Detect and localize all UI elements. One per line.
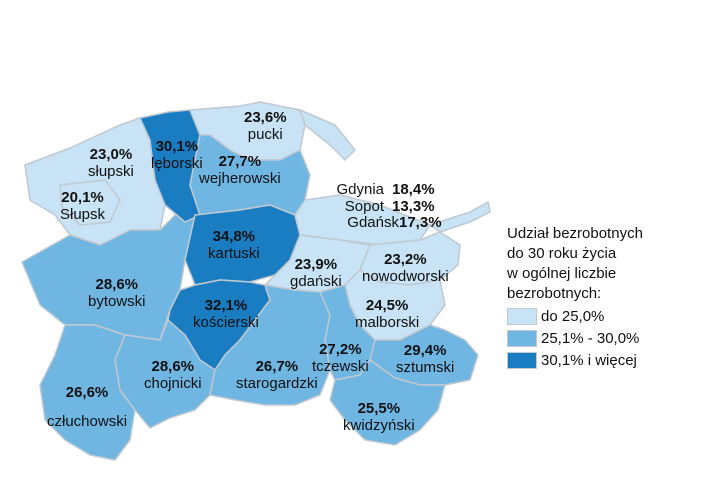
name: gdański [290, 273, 342, 290]
value: 34,8% [212, 228, 256, 245]
legend-title-line: w ogólnej liczbie [507, 265, 617, 282]
label-koscierski: 32,1% kościerski [193, 297, 259, 331]
value: 32,1% [204, 297, 248, 314]
legend-item-low: do 25,0% [507, 306, 707, 326]
value: 27,7% [218, 153, 262, 170]
city-value: 18,4% [392, 181, 435, 198]
name: chojnicki [144, 375, 202, 392]
value: 23,9% [294, 256, 338, 273]
value: 30,1% [155, 138, 199, 155]
region-chojnicki [114, 319, 216, 429]
value: 25,5% [357, 400, 401, 417]
label-gdanski: 23,9% gdański [290, 256, 342, 290]
label-leborski: 30,1% lęborski [151, 138, 203, 172]
value: 26,7% [255, 358, 299, 375]
label-wejherowski: 27,7% wejherowski [199, 153, 281, 187]
value: 28,6% [95, 276, 139, 293]
name: pucki [247, 126, 283, 143]
region-slupsk [59, 179, 121, 226]
label-slupsk: 20,1% Słupsk [60, 189, 105, 223]
name: człuchowski [47, 413, 128, 430]
city-value: 17,3% [399, 214, 442, 231]
name: lęborski [151, 155, 203, 172]
name: bytowski [88, 293, 146, 310]
label-tczewski: 27,2% tczewski [312, 341, 369, 375]
city-gdansk: Gdańsk17,3% [322, 214, 442, 231]
city-value: 13,3% [392, 198, 435, 215]
value: 24,5% [365, 297, 409, 314]
legend-title-line: bezrobotnych: [507, 285, 602, 302]
legend-swatch-high [507, 351, 537, 369]
city-name: Gdańsk [347, 214, 399, 231]
value: 27,2% [319, 341, 362, 358]
label-malborski: 24,5% malborski [355, 297, 419, 331]
label-kartuski: 34,8% kartuski [208, 228, 260, 262]
name: starogardzki [236, 375, 318, 392]
name: kartuski [208, 245, 260, 262]
legend-swatch-mid [507, 329, 537, 347]
name: malborski [355, 314, 420, 331]
value: 23,2% [384, 251, 427, 268]
label-sztumski: 29,4% sztumski [396, 342, 454, 376]
name: Słupsk [60, 206, 106, 223]
legend-title-line: Udział bezrobotnych [507, 225, 643, 242]
name: nowodworski [362, 268, 449, 285]
label-chojnicki: 28,6% chojnicki [144, 358, 202, 392]
name: słupski [88, 163, 134, 180]
legend-swatch-low [507, 307, 537, 325]
label-bytowski: 28,6% bytowski [88, 276, 146, 310]
label-pucki: 23,6% pucki [244, 109, 287, 143]
value: 23,6% [244, 109, 287, 126]
legend-label: 30,1% i więcej [541, 351, 637, 369]
label-slupski: 23,0% słupski [88, 146, 134, 180]
value: 20,1% [61, 189, 104, 206]
name: kwidzyński [343, 417, 415, 434]
value: 29,4% [403, 342, 447, 359]
city-name: Sopot [344, 198, 384, 215]
legend: Udział bezrobotnych do 30 roku życia w o… [507, 224, 707, 370]
region-starogardzki [209, 284, 331, 406]
name: wejherowski [199, 170, 281, 187]
legend-item-mid: 25,1% - 30,0% [507, 328, 707, 348]
city-gdynia: Gdynia 18,4% [322, 181, 435, 198]
label-starogardzki: 26,7% starogardzki [236, 358, 318, 392]
legend-item-high: 30,1% i więcej [507, 350, 707, 370]
legend-title-line: do 30 roku życia [507, 245, 617, 262]
label-czluchowski: 26,6% człuchowski [47, 384, 127, 430]
value: 26,6% [65, 384, 109, 401]
legend-label: 25,1% - 30,0% [541, 329, 640, 347]
value: 28,6% [151, 358, 195, 375]
city-sopot: Sopot 13,3% [322, 198, 435, 215]
name: sztumski [396, 359, 455, 376]
legend-label: do 25,0% [541, 307, 605, 325]
name: kościerski [193, 314, 259, 331]
label-kwidzynski: 25,5% kwidzyński [343, 400, 415, 434]
city-name: Gdynia [336, 181, 384, 198]
value: 23,0% [89, 146, 133, 163]
label-nowodworski: 23,2% nowodworski [362, 251, 449, 285]
hel-peninsula [298, 108, 357, 162]
name: tczewski [312, 358, 369, 375]
region-kwidzynski [329, 359, 446, 446]
